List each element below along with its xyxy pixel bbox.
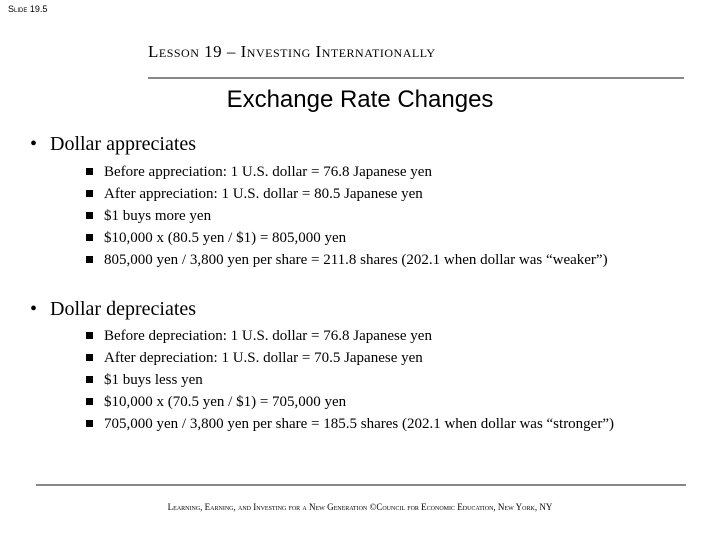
bullet-list-depreciates: Before depreciation: 1 U.S. dollar = 76.…: [86, 327, 686, 437]
list-item: After appreciation: 1 U.S. dollar = 80.5…: [86, 185, 686, 203]
list-item-text: 705,000 yen / 3,800 yen per share = 185.…: [104, 416, 614, 432]
square-bullet-icon: [86, 256, 93, 263]
list-item-text: After appreciation: 1 U.S. dollar = 80.5…: [104, 186, 423, 202]
square-bullet-icon: [86, 234, 93, 241]
square-bullet-icon: [86, 212, 93, 219]
list-item-text: Before appreciation: 1 U.S. dollar = 76.…: [104, 164, 432, 180]
lesson-title: Lesson 19 – Investing Internationally: [148, 42, 436, 61]
bullet-list-appreciates: Before appreciation: 1 U.S. dollar = 76.…: [86, 163, 686, 273]
list-item-text: 805,000 yen / 3,800 yen per share = 211.…: [104, 252, 608, 268]
header-divider: [148, 77, 684, 79]
slide-number: Slide 19.5: [8, 4, 48, 14]
list-item: After depreciation: 1 U.S. dollar = 70.5…: [86, 349, 686, 367]
list-item-text: $1 buys more yen: [104, 208, 212, 224]
footer-divider: [36, 484, 686, 486]
square-bullet-icon: [86, 332, 93, 339]
list-item-text: $1 buys less yen: [104, 372, 203, 388]
slide-title: Exchange Rate Changes: [226, 86, 494, 113]
square-bullet-icon: [86, 190, 93, 197]
square-bullet-icon: [86, 420, 93, 427]
list-item: $10,000 x (80.5 yen / $1) = 805,000 yen: [86, 229, 686, 247]
list-item: 705,000 yen / 3,800 yen per share = 185.…: [86, 415, 686, 433]
list-item: $1 buys more yen: [86, 207, 686, 225]
section-heading-appreciates: • Dollar appreciates: [30, 133, 196, 156]
square-bullet-icon: [86, 398, 93, 405]
footer-credit: Learning, Earning, and Investing for a N…: [167, 502, 553, 512]
section-heading-depreciates: • Dollar depreciates: [30, 298, 196, 321]
list-item: $10,000 x (70.5 yen / $1) = 705,000 yen: [86, 393, 686, 411]
bullet-icon: •: [30, 133, 38, 155]
square-bullet-icon: [86, 376, 93, 383]
bullet-icon: •: [30, 298, 38, 320]
list-item: 805,000 yen / 3,800 yen per share = 211.…: [86, 251, 686, 269]
section-heading-text: Dollar depreciates: [50, 298, 197, 320]
section-heading-text: Dollar appreciates: [50, 133, 197, 155]
list-item-text: Before depreciation: 1 U.S. dollar = 76.…: [104, 328, 432, 344]
list-item: Before depreciation: 1 U.S. dollar = 76.…: [86, 327, 686, 345]
square-bullet-icon: [86, 354, 93, 361]
square-bullet-icon: [86, 168, 93, 175]
list-item-text: $10,000 x (80.5 yen / $1) = 805,000 yen: [104, 230, 347, 246]
list-item: $1 buys less yen: [86, 371, 686, 389]
list-item-text: $10,000 x (70.5 yen / $1) = 705,000 yen: [104, 394, 347, 410]
list-item: Before appreciation: 1 U.S. dollar = 76.…: [86, 163, 686, 181]
list-item-text: After depreciation: 1 U.S. dollar = 70.5…: [104, 350, 423, 366]
